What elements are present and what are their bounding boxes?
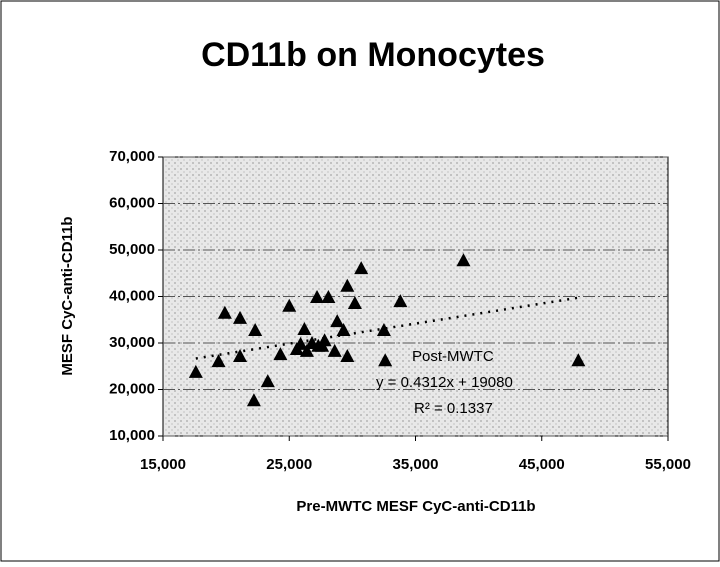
point: [327, 343, 342, 357]
point: [233, 310, 248, 324]
point: [233, 349, 248, 363]
point: [330, 314, 345, 328]
y-axis-label: MESF CyC-anti-CD11b: [59, 216, 76, 375]
y-tick-label: 20,000: [109, 380, 155, 397]
y-tick-label: 60,000: [109, 194, 155, 211]
x-tick-label: 25,000: [266, 456, 312, 473]
point: [456, 253, 471, 267]
point: [310, 289, 325, 303]
point: [393, 294, 408, 308]
point: [293, 336, 308, 350]
y-tick-label: 40,000: [109, 287, 155, 304]
trendline: [195, 296, 579, 360]
point: [340, 278, 355, 292]
point: [217, 305, 232, 319]
point: [248, 322, 263, 336]
point: [317, 333, 332, 347]
point: [299, 343, 314, 357]
point: [354, 261, 369, 275]
point: [347, 296, 362, 310]
point: [297, 322, 312, 336]
chart-title: CD11b on Monocytes: [201, 36, 545, 74]
point: [246, 393, 261, 407]
x-axis-label: Pre-MWTC MESF CyC-anti-CD11b: [296, 498, 535, 515]
x-tick-label: 35,000: [393, 456, 439, 473]
y-tick-label: 10,000: [109, 427, 155, 444]
point: [340, 349, 355, 363]
point: [376, 322, 391, 336]
point: [188, 364, 203, 378]
y-tick-label: 50,000: [109, 241, 155, 258]
point: [336, 322, 351, 336]
series-label: Post-MWTC: [412, 348, 494, 365]
trendline-r-squared: R² = 0.1337: [414, 400, 493, 417]
trendline-equation: y = 0.4312x + 19080: [376, 374, 513, 391]
point: [282, 298, 297, 312]
point: [273, 347, 288, 361]
x-tick-label: 55,000: [645, 456, 691, 473]
x-tick-label: 15,000: [140, 456, 186, 473]
x-tick-label: 45,000: [519, 456, 565, 473]
y-tick-label: 70,000: [109, 148, 155, 165]
y-tick-label: 30,000: [109, 334, 155, 351]
point: [321, 289, 336, 303]
point: [571, 353, 586, 367]
point: [378, 353, 393, 367]
point: [260, 374, 275, 388]
point: [211, 354, 226, 368]
